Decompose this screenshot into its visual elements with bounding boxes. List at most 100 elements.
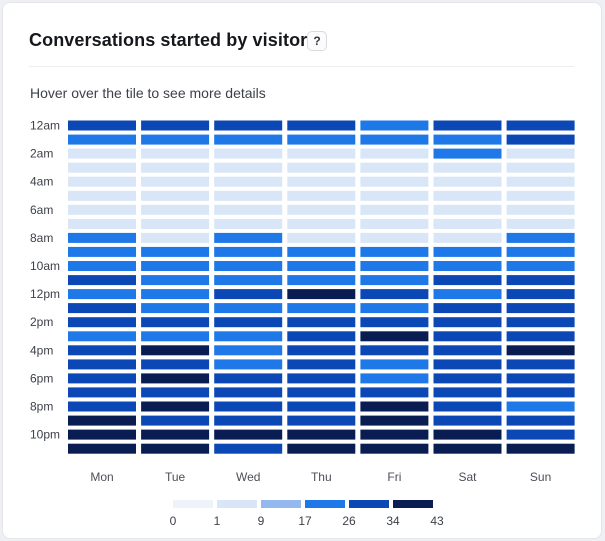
heatmap-cell-thu-7am[interactable]: [287, 218, 356, 229]
heatmap-cell-wed-5am[interactable]: [214, 190, 283, 201]
heatmap-cell-sun-6am[interactable]: [506, 204, 575, 215]
heatmap-cell-wed-9pm[interactable]: [214, 415, 283, 426]
heatmap-cell-thu-12am[interactable]: [287, 120, 356, 131]
heatmap-cell-mon-12am[interactable]: [68, 120, 136, 131]
heatmap-cell-thu-4am[interactable]: [287, 176, 356, 187]
heatmap-cell-fri-6am[interactable]: [360, 204, 429, 215]
heatmap-cell-mon-8am[interactable]: [68, 232, 136, 243]
heatmap-cell-thu-8am[interactable]: [287, 232, 356, 243]
heatmap-cell-mon-11am[interactable]: [68, 275, 136, 286]
heatmap-cell-mon-2am[interactable]: [68, 148, 136, 159]
heatmap-cell-tue-5am[interactable]: [141, 190, 210, 201]
heatmap-cell-fri-1pm[interactable]: [360, 303, 429, 314]
heatmap-cell-sun-11am[interactable]: [506, 275, 575, 286]
heatmap-cell-wed-10pm[interactable]: [214, 429, 283, 440]
heatmap-cell-fri-11pm[interactable]: [360, 443, 429, 454]
heatmap-cell-sat-3am[interactable]: [433, 162, 502, 173]
heatmap-cell-tue-11pm[interactable]: [141, 443, 210, 454]
heatmap-cell-mon-10pm[interactable]: [68, 429, 136, 440]
heatmap-cell-thu-1am[interactable]: [287, 134, 356, 145]
heatmap-cell-wed-1am[interactable]: [214, 134, 283, 145]
heatmap-cell-sun-3pm[interactable]: [506, 331, 575, 342]
heatmap-cell-sat-7pm[interactable]: [433, 387, 502, 398]
heatmap-cell-sun-9pm[interactable]: [506, 415, 575, 426]
heatmap-cell-sat-11pm[interactable]: [433, 443, 502, 454]
heatmap-cell-sun-4pm[interactable]: [506, 345, 575, 356]
heatmap-cell-thu-11pm[interactable]: [287, 443, 356, 454]
heatmap-cell-mon-3am[interactable]: [68, 162, 136, 173]
heatmap-cell-mon-3pm[interactable]: [68, 331, 136, 342]
heatmap-cell-sat-11am[interactable]: [433, 275, 502, 286]
heatmap-cell-sat-10am[interactable]: [433, 261, 502, 271]
heatmap-cell-wed-7am[interactable]: [214, 218, 283, 229]
heatmap-cell-mon-4am[interactable]: [68, 176, 136, 187]
heatmap-cell-wed-11am[interactable]: [214, 275, 283, 286]
heatmap-cell-wed-5pm[interactable]: [214, 359, 283, 370]
heatmap-cell-sun-6pm[interactable]: [506, 373, 575, 384]
heatmap-cell-wed-8am[interactable]: [214, 232, 283, 243]
heatmap-cell-thu-6am[interactable]: [287, 204, 356, 215]
heatmap-cell-tue-2pm[interactable]: [141, 317, 210, 328]
heatmap-cell-sun-12pm[interactable]: [506, 289, 575, 300]
heatmap-cell-mon-6am[interactable]: [68, 204, 136, 215]
heatmap-cell-wed-2pm[interactable]: [214, 317, 283, 328]
heatmap-cell-wed-9am[interactable]: [214, 246, 283, 257]
heatmap-cell-sat-12pm[interactable]: [433, 289, 502, 300]
heatmap-cell-mon-7pm[interactable]: [68, 387, 136, 398]
heatmap-cell-tue-3pm[interactable]: [141, 331, 210, 342]
heatmap-cell-tue-7am[interactable]: [141, 218, 210, 229]
heatmap-cell-mon-7am[interactable]: [68, 218, 136, 229]
heatmap-cell-tue-6pm[interactable]: [141, 373, 210, 384]
heatmap-cell-mon-1pm[interactable]: [68, 303, 136, 314]
heatmap-cell-sat-9am[interactable]: [433, 246, 502, 257]
heatmap-cell-thu-9pm[interactable]: [287, 415, 356, 426]
heatmap-cell-thu-2am[interactable]: [287, 148, 356, 159]
heatmap-cell-tue-10pm[interactable]: [141, 429, 210, 440]
heatmap-cell-thu-1pm[interactable]: [287, 303, 356, 314]
heatmap-cell-wed-7pm[interactable]: [214, 387, 283, 398]
heatmap-cell-tue-2am[interactable]: [141, 148, 210, 159]
heatmap-cell-fri-8am[interactable]: [360, 232, 429, 243]
heatmap-cell-thu-5am[interactable]: [287, 190, 356, 201]
heatmap-cell-wed-11pm[interactable]: [214, 443, 283, 454]
heatmap-cell-sun-4am[interactable]: [506, 176, 575, 187]
heatmap-cell-sat-2pm[interactable]: [433, 317, 502, 328]
heatmap-cell-wed-4am[interactable]: [214, 176, 283, 187]
heatmap-cell-sun-9am[interactable]: [506, 246, 575, 257]
heatmap-cell-fri-12am[interactable]: [360, 120, 429, 131]
heatmap-cell-thu-8pm[interactable]: [287, 401, 356, 412]
heatmap-cell-fri-4pm[interactable]: [360, 345, 429, 356]
heatmap-cell-thu-9am[interactable]: [287, 246, 356, 257]
heatmap-cell-wed-12pm[interactable]: [214, 289, 283, 300]
heatmap-cell-sat-8am[interactable]: [433, 232, 502, 243]
heatmap-cell-mon-11pm[interactable]: [68, 443, 136, 454]
heatmap-cell-fri-9am[interactable]: [360, 246, 429, 257]
heatmap-cell-fri-10pm[interactable]: [360, 429, 429, 440]
heatmap-cell-tue-3am[interactable]: [141, 162, 210, 173]
heatmap-cell-wed-4pm[interactable]: [214, 345, 283, 356]
heatmap-cell-sat-5am[interactable]: [433, 190, 502, 201]
heatmap-cell-thu-4pm[interactable]: [287, 345, 356, 356]
heatmap-cell-sat-9pm[interactable]: [433, 415, 502, 426]
heatmap-cell-fri-6pm[interactable]: [360, 373, 429, 384]
heatmap-cell-mon-9am[interactable]: [68, 246, 136, 257]
heatmap-cell-tue-6am[interactable]: [141, 204, 210, 215]
heatmap-cell-fri-4am[interactable]: [360, 176, 429, 187]
heatmap-cell-mon-8pm[interactable]: [68, 401, 136, 412]
heatmap-cell-sat-12am[interactable]: [433, 120, 502, 131]
heatmap-cell-sat-3pm[interactable]: [433, 331, 502, 342]
heatmap-cell-sat-2am[interactable]: [433, 148, 502, 159]
heatmap-cell-sun-5am[interactable]: [506, 190, 575, 201]
heatmap-cell-thu-10am[interactable]: [287, 261, 356, 271]
heatmap-cell-tue-10am[interactable]: [141, 261, 210, 271]
heatmap-cell-thu-11am[interactable]: [287, 275, 356, 286]
heatmap-cell-wed-2am[interactable]: [214, 148, 283, 159]
heatmap-cell-mon-2pm[interactable]: [68, 317, 136, 328]
heatmap-cell-sun-2am[interactable]: [506, 148, 575, 159]
heatmap-cell-sun-12am[interactable]: [506, 120, 575, 131]
heatmap-cell-tue-9pm[interactable]: [141, 415, 210, 426]
heatmap-cell-thu-6pm[interactable]: [287, 373, 356, 384]
heatmap-cell-tue-1pm[interactable]: [141, 303, 210, 314]
heatmap-cell-thu-10pm[interactable]: [287, 429, 356, 440]
heatmap-cell-wed-3am[interactable]: [214, 162, 283, 173]
